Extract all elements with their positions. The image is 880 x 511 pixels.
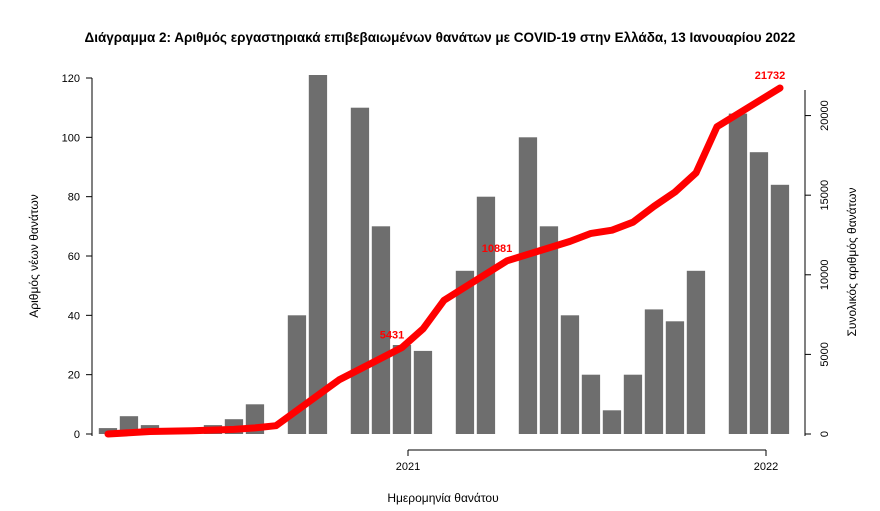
bar — [392, 345, 412, 434]
x-axis-label: Ημερομηνία θανάτου — [387, 491, 498, 505]
bar — [728, 113, 748, 434]
bar — [623, 374, 643, 434]
y2-tick-label: 10000 — [819, 260, 831, 291]
y-axis-right-label: Συνολικός αριθμός θανάτων — [845, 187, 859, 336]
bar — [413, 350, 433, 434]
bar — [308, 75, 328, 434]
chart-title: Διάγραμμα 2: Αριθμός εργαστηριακά επιβεβ… — [85, 30, 796, 45]
line-annotation: 10881 — [482, 243, 513, 255]
y2-tick-label: 5000 — [819, 342, 831, 366]
bar — [644, 309, 664, 434]
bars-group — [98, 75, 790, 435]
bar — [560, 315, 580, 434]
x-tick-label: 2022 — [754, 461, 778, 473]
bar — [476, 196, 496, 434]
bar — [581, 374, 601, 434]
line-annotation: 5431 — [380, 330, 404, 342]
bar — [518, 137, 538, 435]
y-tick-label: 100 — [62, 132, 80, 144]
annotations-group: 5431 10881 21732 — [380, 70, 786, 342]
y-tick-label: 60 — [68, 251, 80, 263]
y2-tick-label: 20000 — [819, 100, 831, 131]
bar — [665, 321, 685, 434]
x-tick-label: 2021 — [396, 461, 420, 473]
bar — [539, 226, 559, 434]
bar — [371, 226, 391, 434]
y2-tick-label: 0 — [819, 431, 831, 437]
bar — [686, 270, 706, 434]
y-axis-left-label: Αριθμός νέων θανάτων — [27, 194, 41, 317]
bar — [749, 152, 769, 434]
x-axis: 2021 2022 — [396, 449, 778, 473]
line-annotation: 21732 — [755, 70, 786, 82]
y-tick-label: 120 — [62, 73, 80, 85]
y-tick-label: 20 — [68, 370, 80, 382]
y-axis-right: 0 5000 10000 15000 20000 — [804, 90, 831, 437]
y-axis-left: 0 20 40 60 80 100 120 — [62, 73, 93, 441]
y-tick-label: 80 — [68, 192, 80, 204]
y-tick-label: 0 — [74, 429, 80, 441]
cumulative-line — [104, 84, 784, 438]
bar — [770, 184, 790, 434]
plot-area: 5431 10881 21732 — [98, 70, 790, 438]
bar — [350, 107, 370, 434]
y2-tick-label: 15000 — [819, 180, 831, 211]
bar — [602, 410, 622, 434]
y-tick-label: 40 — [68, 310, 80, 322]
bar — [455, 270, 475, 434]
